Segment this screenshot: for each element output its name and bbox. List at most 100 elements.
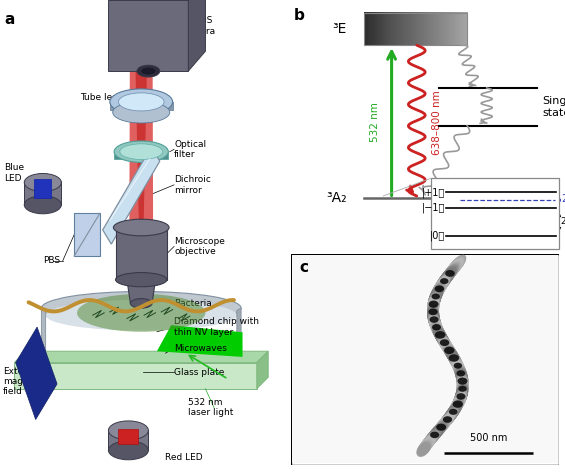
Text: Dichroic
mirror: Dichroic mirror [174,175,211,194]
Ellipse shape [449,409,458,415]
Ellipse shape [457,374,468,389]
Ellipse shape [429,316,443,336]
Ellipse shape [429,316,438,323]
Ellipse shape [424,428,441,447]
Ellipse shape [435,410,457,434]
Ellipse shape [431,278,447,300]
Ellipse shape [448,393,466,418]
Ellipse shape [445,397,464,422]
Text: Glass plate: Glass plate [174,368,224,376]
Ellipse shape [435,330,450,347]
Ellipse shape [436,331,450,348]
Ellipse shape [427,297,440,318]
Ellipse shape [441,341,455,356]
Ellipse shape [453,388,467,410]
Ellipse shape [457,376,469,391]
Text: ³A₂: ³A₂ [326,191,347,205]
Ellipse shape [433,275,450,297]
Ellipse shape [418,440,432,456]
Ellipse shape [443,260,462,280]
Ellipse shape [437,408,458,432]
Ellipse shape [458,377,467,384]
Ellipse shape [456,382,468,401]
Ellipse shape [431,416,451,438]
Ellipse shape [440,339,454,354]
Ellipse shape [421,433,438,450]
Ellipse shape [457,377,469,392]
Ellipse shape [427,295,440,316]
Ellipse shape [435,331,445,339]
Ellipse shape [429,301,438,308]
Ellipse shape [452,389,467,412]
Ellipse shape [427,421,447,442]
Text: |−1〉: |−1〉 [421,203,445,213]
Ellipse shape [440,264,459,285]
Ellipse shape [428,292,440,313]
Ellipse shape [432,323,446,342]
Polygon shape [188,0,206,71]
Ellipse shape [446,256,465,276]
Polygon shape [116,228,167,280]
Polygon shape [14,363,257,389]
Ellipse shape [455,384,468,405]
Ellipse shape [454,386,468,407]
Ellipse shape [108,421,149,440]
Ellipse shape [434,411,456,434]
Ellipse shape [450,357,463,369]
Ellipse shape [434,272,452,294]
Ellipse shape [431,321,445,340]
Ellipse shape [442,261,462,281]
Ellipse shape [451,390,467,413]
Ellipse shape [429,418,450,440]
Ellipse shape [457,381,468,399]
Ellipse shape [451,390,467,414]
Ellipse shape [420,435,436,451]
Ellipse shape [456,372,468,385]
Ellipse shape [456,373,468,386]
Ellipse shape [449,355,462,366]
Ellipse shape [432,324,446,343]
Ellipse shape [455,385,468,406]
Ellipse shape [444,259,463,279]
Ellipse shape [452,360,464,371]
Ellipse shape [432,277,449,299]
Ellipse shape [447,351,460,364]
Ellipse shape [24,196,62,214]
Ellipse shape [428,312,441,332]
Ellipse shape [428,291,441,312]
Text: |0〉: |0〉 [429,231,445,241]
Ellipse shape [420,436,435,452]
Ellipse shape [431,322,446,341]
Ellipse shape [441,401,462,427]
Ellipse shape [445,398,464,423]
Polygon shape [16,327,57,419]
Ellipse shape [455,383,468,403]
Ellipse shape [449,392,466,417]
Ellipse shape [427,294,440,315]
Ellipse shape [437,407,459,431]
Ellipse shape [429,314,442,334]
Text: b: b [294,8,305,23]
Ellipse shape [433,326,447,344]
Ellipse shape [438,266,457,287]
Ellipse shape [454,367,467,378]
Ellipse shape [456,371,468,383]
Ellipse shape [457,379,469,396]
Ellipse shape [440,278,449,284]
Ellipse shape [425,426,444,445]
Ellipse shape [424,427,442,446]
Text: |+1〉: |+1〉 [421,187,445,198]
Ellipse shape [431,279,447,301]
Ellipse shape [430,417,451,439]
Ellipse shape [457,374,468,388]
Ellipse shape [455,369,467,381]
Ellipse shape [443,416,452,423]
Ellipse shape [423,429,441,447]
Ellipse shape [455,367,467,379]
Ellipse shape [418,439,433,455]
Text: Optical
filter: Optical filter [174,140,206,159]
Ellipse shape [448,255,466,274]
Ellipse shape [445,258,463,278]
Ellipse shape [444,345,457,358]
Text: PBS: PBS [43,256,60,265]
